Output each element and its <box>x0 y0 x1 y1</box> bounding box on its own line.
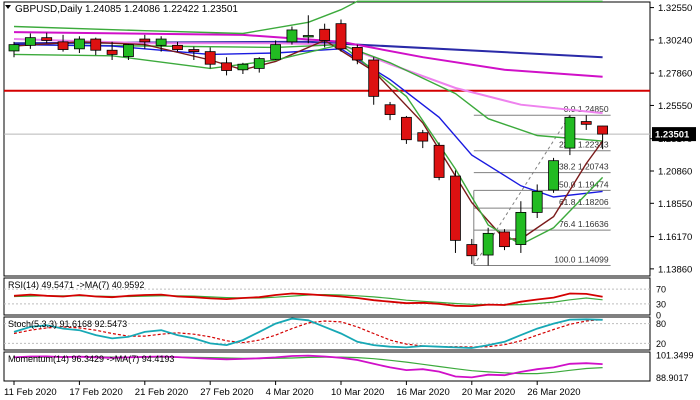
stochastic-axis-label: 20 <box>656 339 666 349</box>
moving-average-line <box>13 31 603 78</box>
stoch-pane-frame <box>3 316 651 351</box>
candle-body <box>482 232 494 256</box>
candle-body <box>253 58 265 69</box>
rsi-axis-label: 70 <box>656 285 666 295</box>
candle-body <box>123 44 134 57</box>
price-axis-label: 1.32550 <box>658 3 692 14</box>
price-axis-label: 1.18550 <box>658 199 692 210</box>
candle-body <box>351 47 363 61</box>
candle-body <box>515 211 527 245</box>
candle-body <box>564 116 576 149</box>
current-price-marker <box>652 127 696 142</box>
price-axis-label: 1.16170 <box>658 232 692 243</box>
moving-average-line <box>13 43 604 246</box>
rsi-axis-label: 30 <box>656 299 666 309</box>
x-axis-label: 21 Feb 2020 <box>135 387 188 398</box>
rsi-label: RSI(14) 49.5471 ->MA(7) 40.9592 <box>8 280 144 290</box>
candle-body <box>417 132 429 142</box>
price-axis-label: 1.20860 <box>658 167 692 178</box>
momentum-main-line <box>13 354 603 379</box>
candle-body <box>466 244 478 257</box>
candle-body <box>106 49 118 55</box>
stochastic-label: Stoch(5,3,3) 91.6168 92.5473 <box>8 319 127 329</box>
candle-body <box>24 37 36 46</box>
x-axis-label: 10 Mar 2020 <box>331 387 384 398</box>
candle-body <box>531 191 543 213</box>
x-axis-label: 20 Mar 2020 <box>462 387 515 398</box>
x-axis-label: 26 Mar 2020 <box>527 387 580 398</box>
rsi-main-line <box>13 292 603 308</box>
candle-body <box>90 38 102 51</box>
fib-level-label: 50.0 1.19474 <box>559 179 609 189</box>
candle-body <box>302 35 314 38</box>
momentum-axis-label: 101.3499 <box>656 350 694 360</box>
fib-level-label: 61.8 1.18206 <box>559 197 609 207</box>
stochastic-signal-line <box>13 318 603 348</box>
momentum-axis-label: 88.9017 <box>656 373 689 383</box>
price-axis-label: 1.13860 <box>658 264 692 275</box>
fib-level-label: 23.6 1.22313 <box>559 140 609 150</box>
stochastic-axis-label: 80 <box>656 319 666 329</box>
price-axis-label: 1.27860 <box>658 69 692 80</box>
candle-body <box>188 49 200 53</box>
candle-body <box>139 38 151 43</box>
momentum-pane-frame <box>3 351 651 382</box>
moving-average-line <box>13 38 603 115</box>
price-axis-label: 1.30240 <box>658 35 692 46</box>
candle-body <box>8 44 20 52</box>
candle-body <box>384 104 396 115</box>
moving-average-line <box>13 43 603 142</box>
fib-level-label: 100.0 1.14099 <box>554 255 609 265</box>
stochastic-main-line <box>13 317 603 349</box>
candle-body <box>74 38 85 50</box>
rsi-axis-label: 0 <box>656 311 661 321</box>
candle-body <box>548 160 559 191</box>
candle-body <box>499 231 510 248</box>
candle-body <box>319 28 331 41</box>
rsi-pane-frame <box>3 277 651 316</box>
candle-body <box>221 62 232 71</box>
moving-average-line <box>13 43 603 198</box>
momentum-label: Momentum(14) 96.3429 ->MA(7) 94.4193 <box>8 354 174 364</box>
x-axis-label: 27 Feb 2020 <box>200 387 253 398</box>
chart-title: GBPUSD,Daily 1.24085 1.24086 1.22422 1.2… <box>15 4 238 15</box>
candle-body <box>57 41 69 50</box>
candle-body <box>433 144 445 178</box>
fib-level-label: 0.0 1.24850 <box>564 104 609 114</box>
candle-body <box>270 44 282 60</box>
candle-body <box>155 38 167 46</box>
current-price-label: 1.23501 <box>655 130 690 141</box>
x-axis-label: 16 Mar 2020 <box>396 387 449 398</box>
candle-body <box>204 51 216 65</box>
candle-body <box>172 44 183 50</box>
candle-body <box>597 125 608 135</box>
candle-body <box>237 63 249 71</box>
candle-body <box>286 29 298 43</box>
candle-body <box>335 23 347 50</box>
candle-body <box>368 59 380 97</box>
x-axis-label: 17 Feb 2020 <box>69 387 122 398</box>
candle-body <box>580 121 592 125</box>
title-arrow-icon <box>5 5 11 9</box>
fib-level-label: 76.4 1.16636 <box>559 219 609 229</box>
candle-body <box>450 175 461 241</box>
x-axis-label: 11 Feb 2020 <box>4 387 57 398</box>
candle-body <box>400 116 412 141</box>
candle-body <box>41 37 53 41</box>
price-axis-label: 1.25550 <box>658 101 692 112</box>
x-axis-label: 4 Mar 2020 <box>266 387 314 398</box>
